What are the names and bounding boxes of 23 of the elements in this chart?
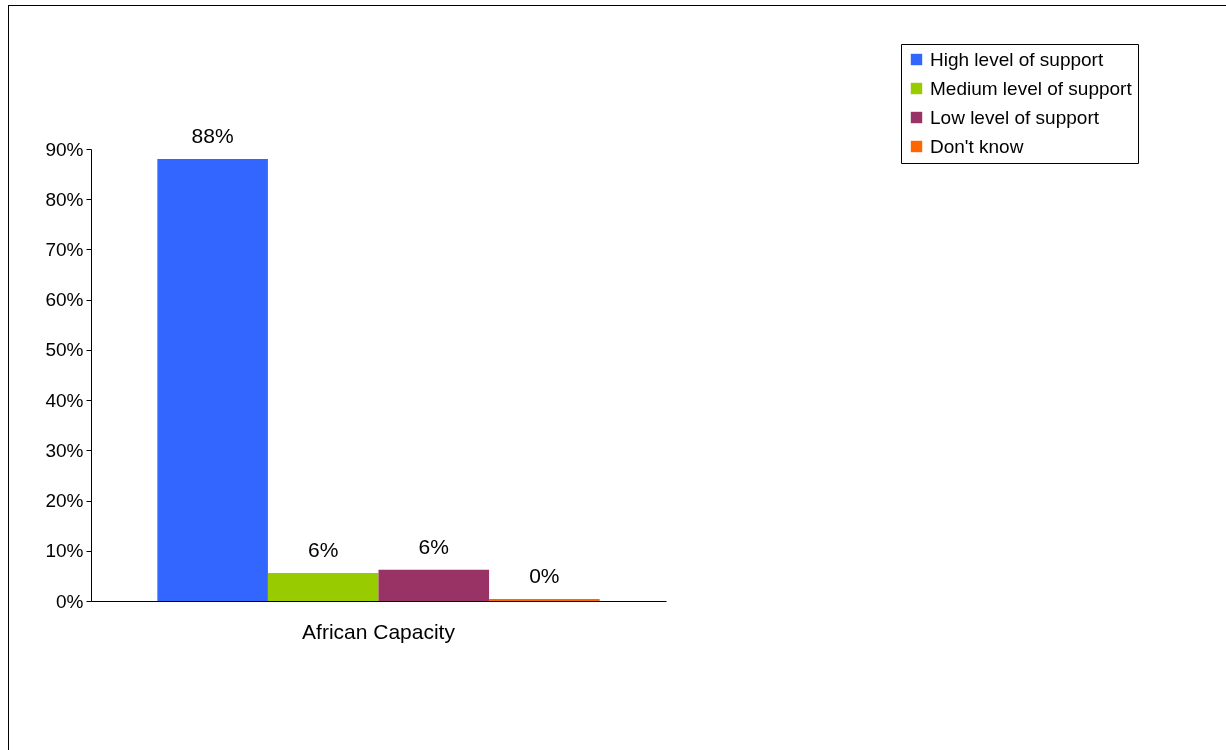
bar bbox=[489, 598, 600, 601]
legend-label: Medium level of support bbox=[930, 77, 1133, 99]
bar bbox=[157, 159, 268, 601]
data-label: 6% bbox=[418, 534, 449, 558]
y-tick-label: 30% bbox=[45, 439, 84, 461]
data-label: 0% bbox=[529, 563, 560, 587]
bar bbox=[267, 572, 379, 601]
y-tick-label: 10% bbox=[45, 540, 84, 562]
y-tick-label: 80% bbox=[45, 188, 84, 210]
y-tick-label: 0% bbox=[56, 590, 84, 612]
y-tick-label: 20% bbox=[45, 490, 84, 512]
y-tick-label: 60% bbox=[45, 289, 84, 311]
x-tick-label: African Capacity bbox=[302, 619, 456, 643]
bar bbox=[378, 569, 490, 601]
legend-label: Don't know bbox=[930, 135, 1024, 157]
y-tick-label: 90% bbox=[45, 138, 84, 160]
data-label: 88% bbox=[191, 124, 234, 148]
data-label: 6% bbox=[308, 537, 339, 561]
y-tick-label: 50% bbox=[45, 339, 84, 361]
legend-label: High level of support bbox=[930, 48, 1104, 70]
y-tick-label: 70% bbox=[45, 238, 84, 260]
y-tick-label: 40% bbox=[45, 389, 84, 411]
legend-label: Low level of support bbox=[930, 106, 1100, 128]
